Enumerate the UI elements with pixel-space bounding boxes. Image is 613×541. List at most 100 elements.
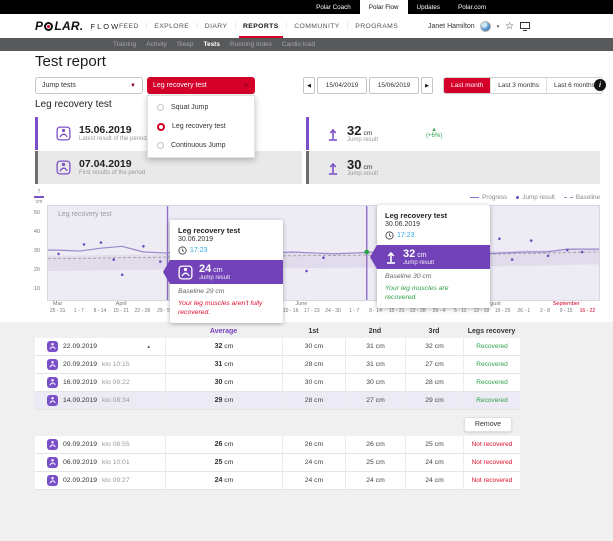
topbar-polar-com[interactable]: Polar.com <box>458 3 486 11</box>
result-date: 16.09.2019 <box>63 379 98 386</box>
user-avatar[interactable] <box>479 20 491 32</box>
result-time: klo 10:15 <box>102 361 130 368</box>
tooltip-time: 17:23 <box>178 246 275 255</box>
jump-arrow-icon <box>327 127 339 141</box>
month-tick-label: August <box>483 301 501 307</box>
last-month-button[interactable]: Last month <box>444 78 491 93</box>
table-row[interactable]: 02.09.2019 klo 09:27 24 cm 24 cm 24 cm 24 cm N… <box>35 472 520 490</box>
subnav-cardio-load[interactable]: Cardio load <box>281 41 316 48</box>
chevron-down-icon: ▼ <box>243 82 249 89</box>
unit-cm-icon[interactable]: ↑ cm <box>34 188 44 205</box>
period-from-input[interactable]: 15/04/2019 <box>317 77 367 94</box>
second-jump-cell: 25 cm <box>345 454 405 471</box>
clock-icon <box>178 246 187 255</box>
favorites-star-icon[interactable]: ☆ <box>505 20 515 32</box>
month-tick-label: Mar <box>52 301 63 307</box>
test-group-select[interactable]: Jump tests ▼ <box>35 77 143 94</box>
latest-result-row: 15.06.2019 Latest result of the period 3… <box>35 117 600 150</box>
option-leg-recovery-test[interactable]: Leg recovery test <box>148 117 254 136</box>
week-tick-label: 8 - 14 <box>93 307 107 314</box>
period-next-button[interactable]: ▶ <box>421 77 433 94</box>
nav-diary[interactable]: DIARY <box>204 22 228 30</box>
table-row[interactable]: 16.09.2019 klo 09:22 30 cm 30 cm 30 cm 28 cm R… <box>35 374 520 392</box>
topbar-updates[interactable]: Updates <box>416 3 440 11</box>
subnav-tests[interactable]: Tests <box>203 41 220 48</box>
subnav-sleep[interactable]: Sleep <box>176 41 194 48</box>
radio-selected-icon <box>157 122 165 131</box>
column-3rd[interactable]: 3rd <box>428 327 440 335</box>
chart-plot-area[interactable] <box>47 205 600 301</box>
tooltip-baseline: Baseline 30 cm <box>385 273 432 280</box>
week-tick-label: 1 - 7 <box>349 307 360 314</box>
first-jump-result-card[interactable]: 30 cm Jump result <box>306 151 600 184</box>
flow-label: FLOW <box>90 21 121 31</box>
nav-community[interactable]: COMMUNITY <box>294 22 340 30</box>
option-continuous-jump[interactable]: Continuous Jump <box>148 136 254 155</box>
legs-recovery-status: Not recovered <box>463 454 520 471</box>
user-name[interactable]: Janet Hamilton <box>428 22 475 30</box>
polar-logo[interactable]: P LAR. FLOW <box>35 19 121 33</box>
column-average[interactable]: Average <box>209 327 238 335</box>
latest-value: 32 <box>347 122 362 138</box>
info-icon[interactable]: i <box>594 79 606 91</box>
last-3-months-button[interactable]: Last 3 months <box>490 78 546 93</box>
last-6-months-button[interactable]: Last 6 months <box>546 78 602 93</box>
tooltip-title: Leg recovery test <box>385 211 448 220</box>
third-jump-cell: 28 cm <box>405 374 463 391</box>
nav-feed[interactable]: FEED <box>119 22 139 30</box>
period-prev-button[interactable]: ◀ <box>303 77 315 94</box>
legs-recovery-status: Recovered <box>463 338 520 355</box>
main-menu: FEED | EXPLORE | DIARY | REPORTS | COMMUNITY… <box>112 14 405 38</box>
main-navbar: P LAR. FLOW FEED | EXPLORE | DIARY | REPORTS… <box>0 14 613 38</box>
leg-recovery-icon <box>56 126 71 141</box>
remove-button[interactable]: Remove <box>463 416 512 432</box>
results-table-header: Average 1st 2nd 3rd Legs recovery <box>35 324 520 338</box>
results-group-2: 09.09.2019 klo 08:55 26 cm 26 cm 26 cm 25 cm N… <box>35 436 520 490</box>
table-row[interactable]: 09.09.2019 klo 08:55 26 cm 26 cm 26 cm 25 cm N… <box>35 436 520 454</box>
user-menu-caret-icon[interactable]: ▼ <box>495 23 501 29</box>
legs-recovery-status: Recovered <box>463 392 520 409</box>
option-squat-jump[interactable]: Squat Jump <box>148 98 254 117</box>
result-date: 06.09.2019 <box>63 459 98 466</box>
table-row[interactable]: 06.09.2019 klo 10:01 25 cm 24 cm 25 cm 24 cm N… <box>35 454 520 472</box>
result-date: 14.09.2019 <box>63 397 98 404</box>
nav-reports[interactable]: REPORTS <box>236 14 286 38</box>
topbar-polar-flow[interactable]: Polar Flow <box>359 0 408 14</box>
topbar-polar-coach[interactable]: Polar Coach <box>316 3 351 11</box>
result-date-cell: 06.09.2019 klo 10:01 <box>35 457 165 468</box>
week-tick-label: 8 - 14 <box>369 307 382 314</box>
tooltip-note: Your leg muscles aren't fully recovered. <box>178 300 263 317</box>
result-date: 02.09.2019 <box>63 477 98 484</box>
column-1st[interactable]: 1st <box>308 327 319 335</box>
leg-recovery-icon <box>47 395 58 406</box>
legs-recovery-status: Not recovered <box>463 436 520 453</box>
week-tick-label: 9 - 15 <box>559 307 573 314</box>
result-date-cell: 09.09.2019 klo 08:55 <box>35 439 165 450</box>
tooltip-date: 30.06.2019 <box>385 221 421 228</box>
x-axis: 25 - 31 Mar 1 - 7 8 - 14 15 - 21 22 - 28 29 - … <box>47 301 600 317</box>
tooltip-title: Leg recovery test <box>178 226 241 235</box>
subnav-training[interactable]: Training <box>113 41 137 48</box>
column-legs-recovery[interactable]: Legs recovery <box>467 327 516 335</box>
nav-explore[interactable]: EXPLORE <box>154 22 190 30</box>
result-date-cell: 14.09.2019 klo 08:34 <box>35 395 165 406</box>
table-row[interactable]: 14.09.2019 klo 08:34 29 cm 28 cm 27 cm 29 cm R… <box>35 392 520 410</box>
table-row[interactable]: 20.09.2019 klo 10:15 31 cm 28 cm 31 cm 27 cm R… <box>35 356 520 374</box>
sort-asc-icon[interactable]: ▲ <box>146 344 151 349</box>
week-tick-label: 22 - 28 <box>134 307 151 314</box>
table-row[interactable]: 22.09.2019 ▲ 32 cm 30 cm 31 cm 32 cm Recovered <box>35 338 520 356</box>
latest-jump-result-card[interactable]: 32 cm Jump result ▲ (+6%) <box>306 117 600 150</box>
legend-jump-result: Jump result <box>516 194 555 201</box>
nav-programs[interactable]: PROGRAMS <box>355 22 399 30</box>
section-title: Leg recovery test <box>35 99 112 110</box>
tooltip-time: 17:23 <box>385 231 482 240</box>
period-to-input[interactable]: 15/06/2019 <box>369 77 419 94</box>
column-2nd[interactable]: 2nd <box>368 327 382 335</box>
first-result-row: 07.04.2019 First results of the period 3… <box>35 151 600 184</box>
test-select[interactable]: Leg recovery test ▼ <box>147 77 255 94</box>
devices-icon[interactable] <box>519 21 531 32</box>
subnav-running-index[interactable]: Running Index <box>229 41 272 48</box>
line-glyph-icon <box>470 197 480 198</box>
second-jump-cell: 30 cm <box>345 374 405 391</box>
subnav-activity[interactable]: Activity <box>146 41 167 48</box>
